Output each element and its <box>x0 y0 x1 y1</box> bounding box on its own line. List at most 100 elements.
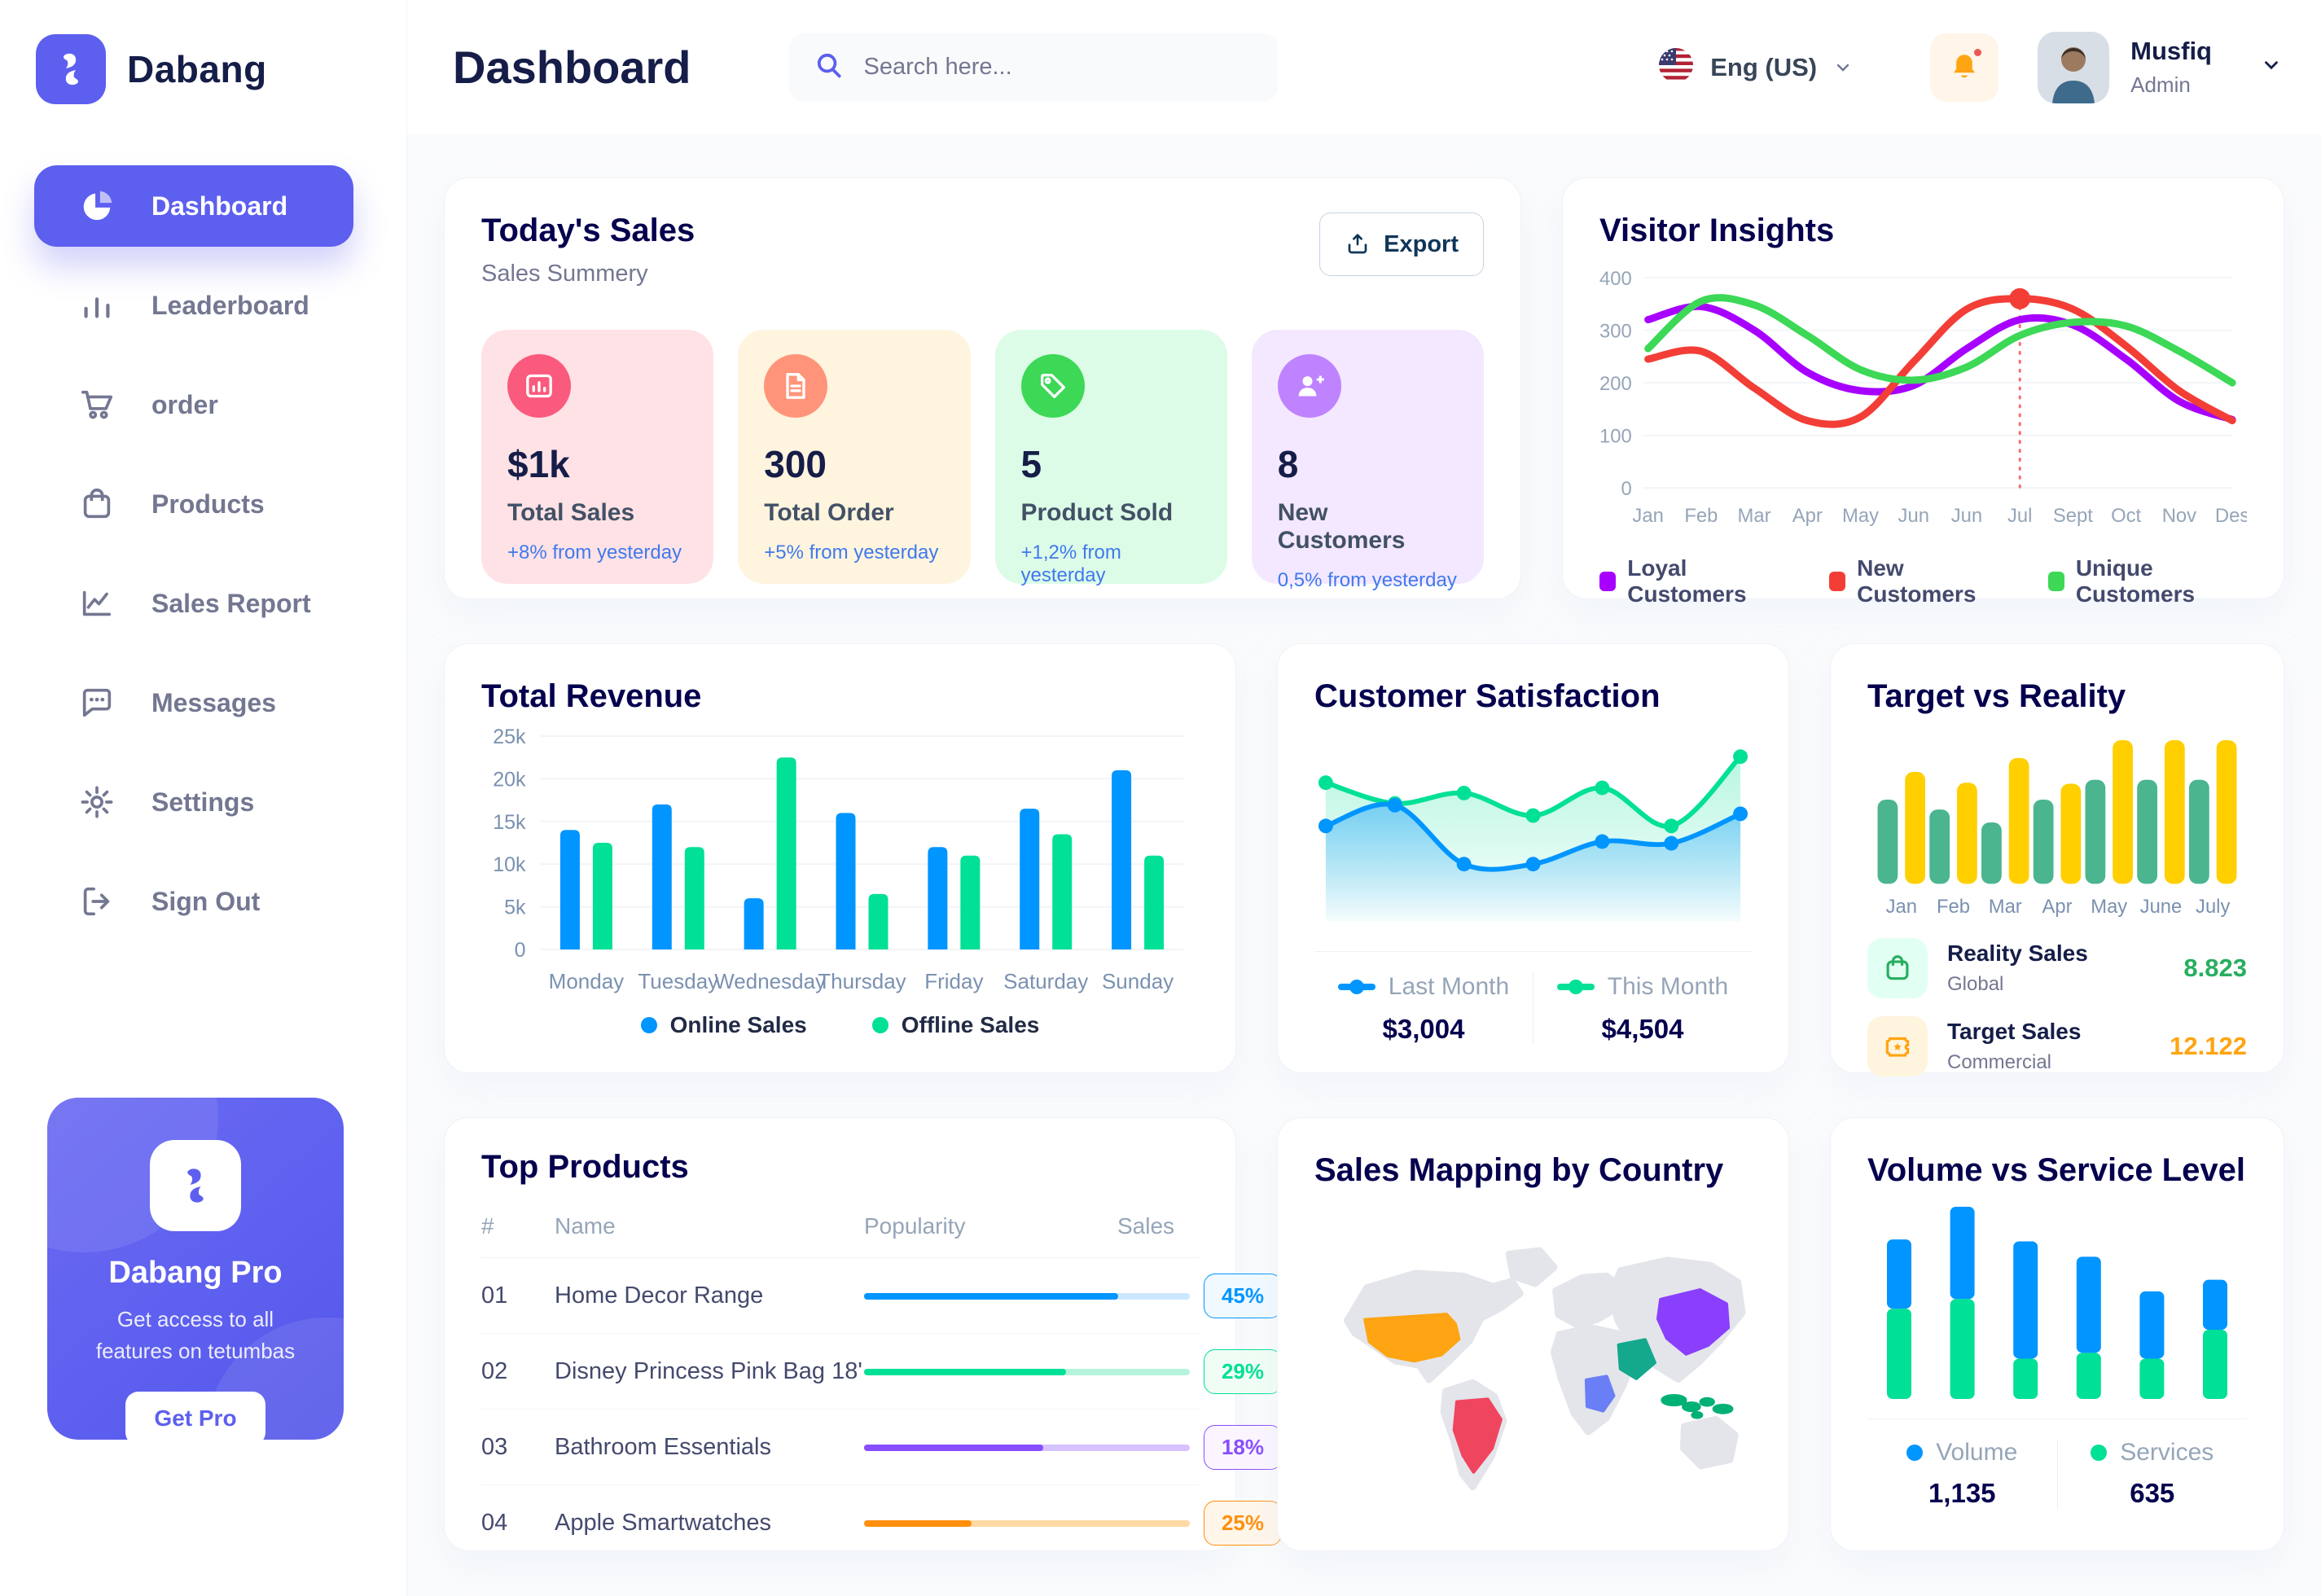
search-icon <box>814 50 845 85</box>
us-flag-icon <box>1658 47 1694 87</box>
legend-label: Unique Customers <box>2075 555 2196 607</box>
gear-icon <box>78 783 116 821</box>
product-sales: 25% <box>1190 1501 1296 1546</box>
product-name: Home Decor Range <box>555 1282 764 1309</box>
brand-logo-icon <box>36 34 106 104</box>
legend-value: 8.823 <box>2183 954 2247 982</box>
sidebar-item-sign-out[interactable]: Sign Out <box>0 861 406 942</box>
svg-text:Wednesday: Wednesday <box>714 969 826 993</box>
svg-text:20k: 20k <box>493 768 526 791</box>
sidebar-item-leaderboard[interactable]: Leaderboard <box>0 265 406 346</box>
sales-mapping-card: Sales Mapping by Country <box>1277 1117 1789 1551</box>
user-role: Admin <box>2130 72 2191 97</box>
table-row: 01 Home Decor Range 45% <box>481 1258 1282 1334</box>
stat-label: New Customers <box>1277 499 1406 554</box>
volume-dot-icon <box>1906 1445 1924 1461</box>
legend-label: Offline Sales <box>901 1012 1040 1037</box>
svg-text:Apr: Apr <box>2042 896 2072 918</box>
product-num: 04 <box>481 1510 508 1536</box>
notifications-button[interactable] <box>1930 33 1999 102</box>
user-plus-icon <box>1277 354 1341 418</box>
customer-satisfaction-legend: Last Month $3,004 This Month $4,504 <box>1314 973 1752 1045</box>
column-sales: Sales <box>1117 1213 1175 1239</box>
sidebar-item-messages[interactable]: Messages <box>0 662 406 743</box>
last-month-marker-icon <box>1337 984 1375 990</box>
legend-this-month: This Month $4,504 <box>1533 973 1752 1045</box>
svg-text:Jan: Jan <box>1886 896 1917 918</box>
total-revenue-title: Total Revenue <box>481 678 702 714</box>
avatar[interactable] <box>2038 31 2110 103</box>
visitor-insights-legend: Loyal Customers New Customers Unique Custo… <box>1599 555 2247 607</box>
popularity-fill <box>864 1368 1066 1375</box>
svg-text:0: 0 <box>1621 478 1631 500</box>
sales-badge: 45% <box>1204 1273 1282 1318</box>
line-chart-icon <box>78 585 116 622</box>
target-vs-reality-chart: Jan Feb Mar Apr May June July <box>1877 739 2237 918</box>
sidebar-item-sales-report[interactable]: Sales Report <box>0 563 406 644</box>
legend-value: $4,504 <box>1601 1014 1684 1044</box>
brand-logo[interactable]: Dabang <box>36 34 406 104</box>
user-menu-chevron[interactable] <box>2261 55 2282 80</box>
legend-label: This Month <box>1607 973 1729 1000</box>
svg-text:5k: 5k <box>504 897 526 919</box>
sidebar-item-settings[interactable]: Settings <box>0 761 406 843</box>
legend-item: Unique Customers <box>2047 555 2247 607</box>
svg-text:400: 400 <box>1599 268 1632 290</box>
popularity-track <box>864 1444 1190 1451</box>
legend-item: Offline Sales <box>871 1012 1040 1038</box>
stat-label: Product Sold <box>1020 499 1174 526</box>
brand-name: Dabang <box>127 48 267 90</box>
total-revenue-card: Total Revenue 0 5k 10k 15k 20k 25k Monday Tuesd… <box>444 643 1236 1073</box>
svg-text:Jun: Jun <box>1951 505 1982 527</box>
table-header: # Name Popularity Sales <box>481 1213 1199 1258</box>
export-button[interactable]: Export <box>1319 213 1484 276</box>
pro-logo-icon <box>150 1140 241 1231</box>
legend-dot-icon <box>871 1017 888 1033</box>
order-file-icon <box>764 354 828 418</box>
user-info: Musfiq Admin <box>2130 37 2212 98</box>
svg-text:Jul: Jul <box>2007 505 2032 527</box>
sidebar-item-dashboard[interactable]: Dashboard <box>34 165 353 247</box>
services-dot-icon <box>2091 1445 2108 1461</box>
topbar: Dashboard E <box>407 0 2321 134</box>
chevron-down-icon <box>1836 64 1849 72</box>
product-popularity <box>864 1434 1190 1461</box>
search-input[interactable] <box>863 54 1253 81</box>
divider <box>1314 951 1752 952</box>
export-label: Export <box>1384 230 1459 257</box>
todays-sales-card: Today's Sales Sales Summery Export <box>444 178 1521 599</box>
sales-mapping-title: Sales Mapping by Country <box>1314 1152 1724 1188</box>
todays-sales-subtitle: Sales Summery <box>481 261 648 287</box>
product-popularity <box>864 1358 1190 1385</box>
visitor-insights-card: Visitor Insights 0 100 200 300 400 Jan Feb Mar A… <box>1562 178 2284 607</box>
sidebar-item-products[interactable]: Products <box>0 463 406 545</box>
target-vs-reality-title: Target vs Reality <box>1867 678 2126 714</box>
legend-value: 1,135 <box>1928 1478 1996 1508</box>
legend-swatch-icon <box>1828 572 1846 591</box>
language-selector[interactable]: Eng (US) <box>1658 47 1853 87</box>
sidebar-item-label: Sign Out <box>151 886 261 916</box>
chevron-down-icon <box>2265 61 2278 70</box>
sidebar-item-label: order <box>151 389 218 419</box>
bar-chart-icon <box>78 287 116 324</box>
product-sales: 18% <box>1190 1424 1296 1470</box>
popularity-track <box>864 1368 1190 1375</box>
sidebar-item-label: Messages <box>151 687 276 717</box>
legend-value: 12.122 <box>2170 1032 2247 1060</box>
stat-card-total-sales: $1k Total Sales +8% from yesterday <box>481 330 714 584</box>
volume-vs-service-card: Volume vs Service Level Volume 1,135 Ser… <box>1830 1117 2284 1551</box>
sidebar-item-label: Sales Report <box>151 588 311 618</box>
table-row: 03 Bathroom Essentials 18% <box>481 1410 1282 1485</box>
table-body: 01 Home Decor Range 45% 02 Disney Princess P… <box>481 1258 1282 1561</box>
get-pro-button[interactable]: Get Pro <box>125 1392 265 1440</box>
sidebar-item-order[interactable]: order <box>0 364 406 445</box>
bag-icon <box>78 485 116 523</box>
product-name: Disney Princess Pink Bag 18' <box>555 1357 862 1384</box>
search-box[interactable] <box>788 33 1278 102</box>
language-label: Eng (US) <box>1710 52 1818 81</box>
legend-item: New Customers <box>1828 555 2003 607</box>
stat-delta: +8% from yesterday <box>507 542 682 563</box>
product-sales: 29% <box>1190 1348 1296 1394</box>
legend-value: 635 <box>2130 1478 2175 1508</box>
legend-swatch-icon <box>2047 572 2064 591</box>
